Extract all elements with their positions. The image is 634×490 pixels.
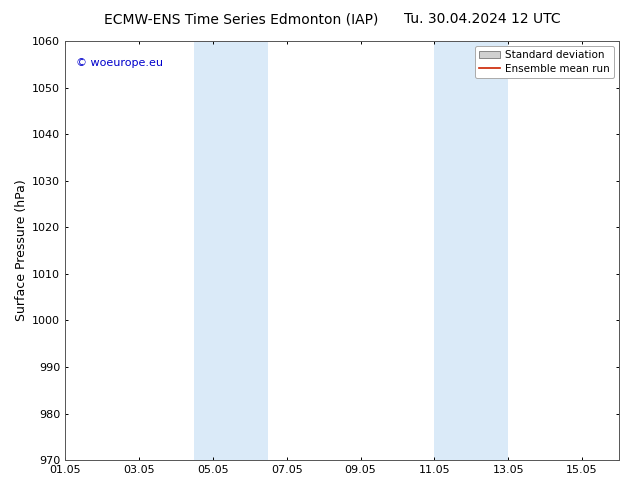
Text: ECMW-ENS Time Series Edmonton (IAP): ECMW-ENS Time Series Edmonton (IAP) [104, 12, 378, 26]
Bar [195, 41, 268, 460]
Text: © woeurope.eu: © woeurope.eu [76, 58, 163, 68]
Text: Tu. 30.04.2024 12 UTC: Tu. 30.04.2024 12 UTC [403, 12, 560, 26]
Y-axis label: Surface Pressure (hPa): Surface Pressure (hPa) [15, 180, 28, 321]
Bar [434, 41, 508, 460]
Title: ECMW-ENS Time Series Edmonton (IAP)      Tu. 30.04.2024 12 UTC: ECMW-ENS Time Series Edmonton (IAP) Tu. … [0, 489, 1, 490]
Legend: Standard deviation, Ensemble mean run: Standard deviation, Ensemble mean run [475, 46, 614, 78]
